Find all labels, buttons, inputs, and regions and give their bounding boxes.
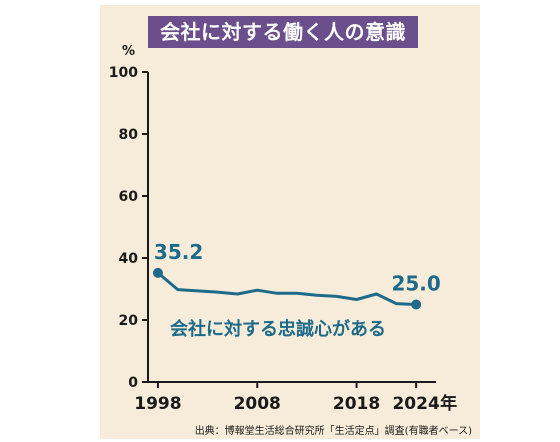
x-tick-label: 2008 <box>234 394 281 414</box>
chart-title: 会社に対する働く人の意識 <box>160 20 406 44</box>
y-tick-label: 20 <box>119 313 139 329</box>
y-tick-label: 100 <box>109 65 138 81</box>
x-tick-label: 2024 <box>392 394 439 414</box>
x-axis-unit: 年 <box>440 393 457 414</box>
data-point-marker <box>411 299 422 310</box>
data-label: 25.0 <box>391 272 440 296</box>
series-label: 会社に対する忠誠心がある <box>170 318 386 340</box>
y-axis-unit: % <box>122 44 136 59</box>
x-tick-label: 2018 <box>333 394 380 414</box>
chart-panel <box>100 5 480 439</box>
y-tick-label: 80 <box>119 127 139 143</box>
x-tick-label: 1998 <box>134 394 181 414</box>
data-point-marker <box>152 267 163 278</box>
y-tick-label: 0 <box>128 375 138 391</box>
chart-title-box <box>148 16 418 48</box>
series-line <box>156 271 418 306</box>
source-note: 出典：博報堂生活総合研究所「生活定点」調査(有職者ベース) <box>194 426 472 437</box>
y-tick-label: 40 <box>119 251 139 267</box>
data-label: 35.2 <box>154 240 203 264</box>
y-tick-label: 60 <box>119 189 139 205</box>
